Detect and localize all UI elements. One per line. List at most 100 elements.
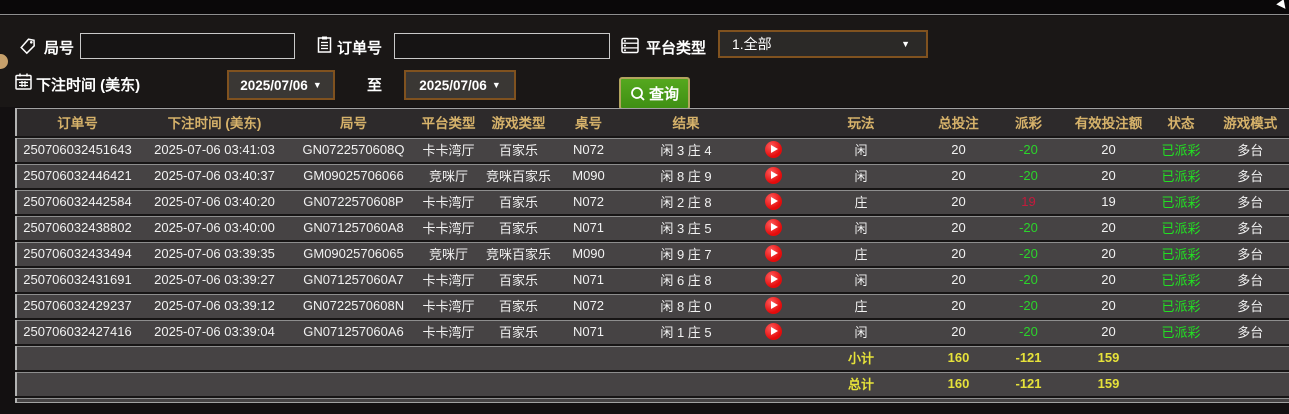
partial-row [16, 395, 1289, 403]
cell-platform: 卡卡湾厅 [416, 187, 481, 215]
table-header-row: 订单号 下注时间 (美东) 局号 平台类型 游戏类型 桌号 结果 玩法 总投注 … [16, 108, 1289, 137]
cell-mode: 多台 [1211, 135, 1289, 163]
cell-payout: -20 [991, 135, 1066, 163]
cell-table-no: N072 [556, 135, 621, 163]
platform-stack-icon [620, 36, 639, 55]
cell-bet-type: 庄 [796, 239, 926, 267]
cell-time: 2025-07-06 03:41:03 [138, 135, 291, 163]
cell-table-no: M090 [556, 239, 621, 267]
header-total-bet: 总投注 [926, 108, 991, 137]
cell-valid-bet: 20 [1066, 317, 1151, 345]
cell-total-bet: 20 [926, 317, 991, 345]
calendar-icon [14, 72, 33, 91]
table-row: 250706032433494 2025-07-06 03:39:35 GM0902… [16, 239, 1289, 267]
table-row: 250706032427416 2025-07-06 03:39:04 GN0712… [16, 317, 1289, 345]
search-icon [630, 86, 646, 102]
cell-valid-bet: 20 [1066, 291, 1151, 319]
subtotal-row: 小计 160 -121 159 [16, 343, 1289, 371]
cell-game: 百家乐 [481, 187, 556, 215]
play-video-icon[interactable] [765, 219, 782, 237]
cell-round: GN0722570608P [291, 187, 416, 215]
play-video-icon[interactable] [765, 245, 782, 263]
date-from-value: 2025/07/06 [240, 77, 308, 93]
total-total-bet: 160 [926, 369, 991, 397]
order-no-input[interactable] [394, 33, 610, 59]
chevron-down-icon: ▼ [491, 80, 501, 90]
cell-total-bet: 20 [926, 291, 991, 319]
round-no-label: 局号 [44, 40, 75, 57]
cell-total-bet: 20 [926, 135, 991, 163]
cell-valid-bet: 20 [1066, 213, 1151, 241]
table-row: 250706032451643 2025-07-06 03:41:03 GN0722… [16, 135, 1289, 163]
cell-total-bet: 20 [926, 265, 991, 293]
edge-dot-decoration [0, 54, 8, 69]
header-order-no: 订单号 [16, 108, 138, 137]
search-button[interactable]: 查询 [619, 77, 690, 110]
filter-panel: 局号 订单号 平台类型 1.全部 ▼ 下注时间 (美东) 2025/07/06 ▼… [0, 16, 1289, 110]
cell-time: 2025-07-06 03:40:00 [138, 213, 291, 241]
play-video-icon[interactable] [765, 193, 782, 211]
cell-play [751, 187, 796, 215]
platform-type-select[interactable]: 1.全部 ▼ [718, 30, 928, 58]
cell-game: 百家乐 [481, 135, 556, 163]
search-button-label: 查询 [648, 86, 679, 103]
cell-platform: 卡卡湾厅 [416, 135, 481, 163]
cell-status: 已派彩 [1151, 135, 1211, 163]
play-video-icon[interactable] [765, 297, 782, 315]
cell-platform: 卡卡湾厅 [416, 265, 481, 293]
cell-status: 已派彩 [1151, 291, 1211, 319]
cell-table-no: N071 [556, 265, 621, 293]
play-video-icon[interactable] [765, 271, 782, 289]
to-label: 至 [367, 77, 383, 94]
total-payout: -121 [991, 369, 1066, 397]
cell-platform: 竞咪厅 [416, 239, 481, 267]
cell-status: 已派彩 [1151, 187, 1211, 215]
subtotal-label: 小计 [796, 343, 926, 371]
cell-valid-bet: 19 [1066, 187, 1151, 215]
cell-round: GN0722570608Q [291, 135, 416, 163]
cell-status: 已派彩 [1151, 265, 1211, 293]
cell-order: 250706032451643 [16, 135, 138, 163]
play-video-icon[interactable] [765, 141, 782, 159]
cell-order: 250706032429237 [16, 291, 138, 319]
cell-payout: 19 [991, 187, 1066, 215]
cell-platform: 卡卡湾厅 [416, 213, 481, 241]
subtotal-spacer [16, 343, 796, 371]
cell-game: 竞咪百家乐 [481, 161, 556, 189]
play-video-icon[interactable] [765, 167, 782, 185]
cell-platform: 卡卡湾厅 [416, 291, 481, 319]
cell-status: 已派彩 [1151, 213, 1211, 241]
date-to-value: 2025/07/06 [419, 77, 487, 93]
cell-valid-bet: 20 [1066, 239, 1151, 267]
round-no-input[interactable] [80, 33, 295, 59]
header-round-no: 局号 [291, 108, 416, 137]
cell-total-bet: 20 [926, 187, 991, 215]
cell-result: 闲 8 庄 9 [621, 161, 751, 189]
date-to-picker[interactable]: 2025/07/06 ▼ [404, 70, 516, 100]
table-row: 250706032429237 2025-07-06 03:39:12 GN0722… [16, 291, 1289, 319]
play-video-icon[interactable] [765, 323, 782, 341]
cell-result: 闲 2 庄 8 [621, 187, 751, 215]
date-from-picker[interactable]: 2025/07/06 ▼ [227, 70, 335, 100]
cell-order: 250706032438802 [16, 213, 138, 241]
cell-round: GN071257060A8 [291, 213, 416, 241]
cell-bet-type: 庄 [796, 187, 926, 215]
subtotal-total-bet: 160 [926, 343, 991, 371]
cell-time: 2025-07-06 03:39:35 [138, 239, 291, 267]
total-spacer [1151, 369, 1289, 397]
cell-payout: -20 [991, 213, 1066, 241]
cell-bet-type: 闲 [796, 135, 926, 163]
cell-valid-bet: 20 [1066, 161, 1151, 189]
header-payout: 派彩 [991, 108, 1066, 137]
cell-play [751, 213, 796, 241]
platform-type-value: 1.全部 [732, 36, 772, 52]
cell-result: 闲 6 庄 8 [621, 265, 751, 293]
subtotal-valid-bet: 159 [1066, 343, 1151, 371]
header-status: 状态 [1151, 108, 1211, 137]
cell-order: 250706032442584 [16, 187, 138, 215]
cell-table-no: N071 [556, 317, 621, 345]
cell-game: 百家乐 [481, 291, 556, 319]
cell-payout: -20 [991, 291, 1066, 319]
total-label: 总计 [796, 369, 926, 397]
header-game-type: 游戏类型 [481, 108, 556, 137]
